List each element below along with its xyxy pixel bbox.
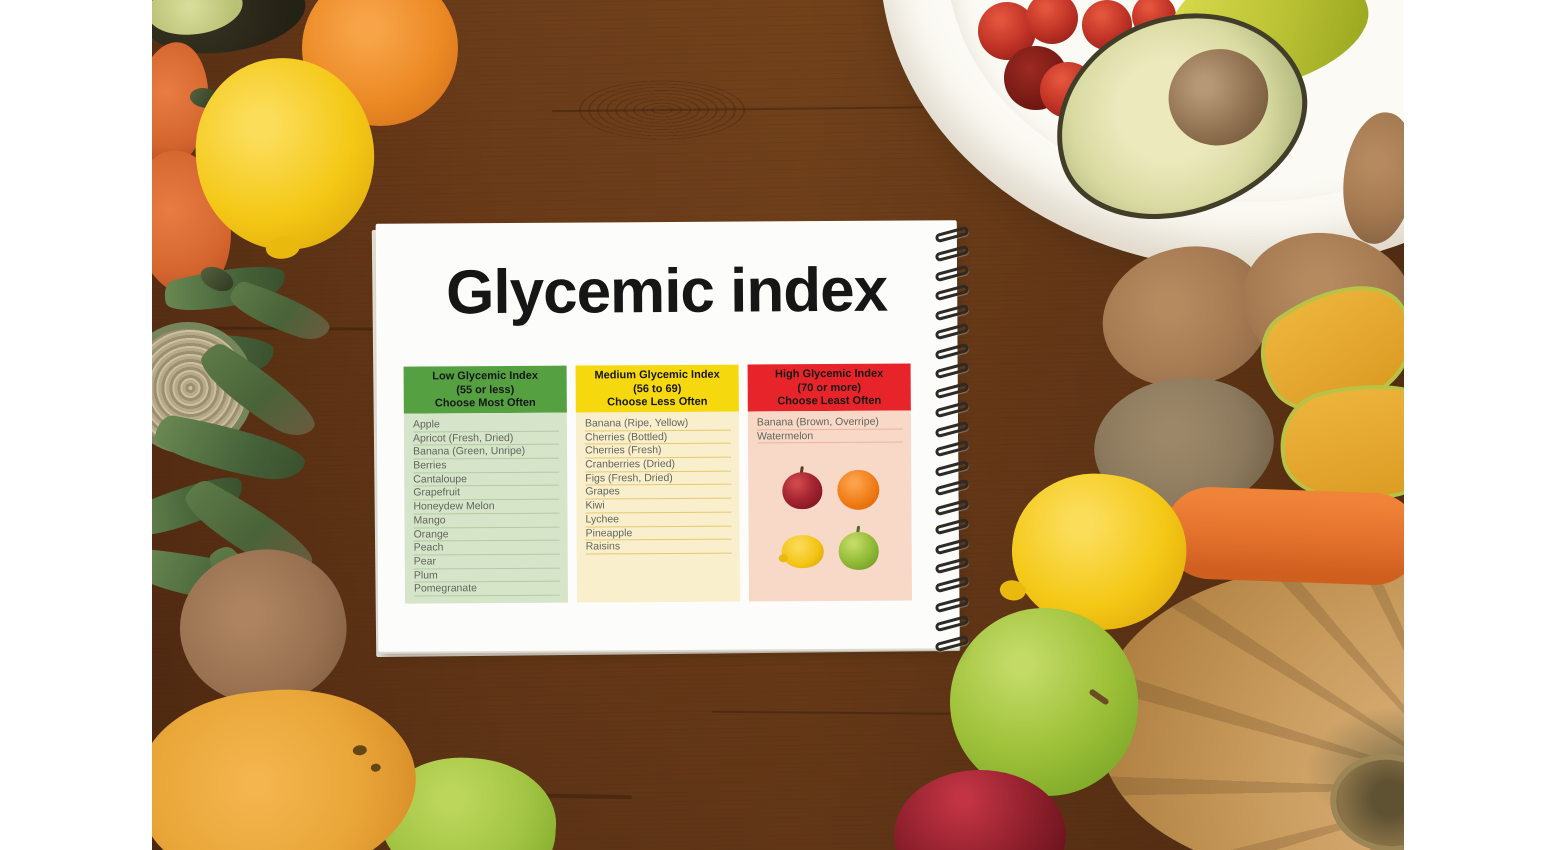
header-line: (55 or less)	[456, 383, 515, 396]
list-item: Cranberries (Dried)	[585, 457, 732, 473]
spiral-loop	[934, 498, 970, 516]
spiral-loop	[934, 517, 970, 536]
green-apple	[950, 608, 1138, 796]
spiral-loop	[934, 323, 970, 341]
header-line: (56 to 69)	[633, 382, 682, 395]
spiral-loop	[934, 381, 970, 399]
medium-gi-header: Medium Glycemic Index (56 to 69) Choose …	[575, 364, 739, 413]
list-item: Mango	[413, 513, 560, 529]
list-item: Honeydew Melon	[413, 499, 560, 515]
low-gi-body: Apple Apricot (Fresh, Dried) Banana (Green…	[403, 412, 569, 604]
page-title: Glycemic index	[445, 255, 888, 328]
list-item: Banana (Brown, Overripe)	[756, 415, 903, 431]
low-gi-column: Low Glycemic Index (55 or less) Choose M…	[403, 365, 569, 604]
spiral-loop	[934, 342, 970, 361]
header-line: Choose Less Often	[607, 395, 708, 409]
red-apple-icon	[781, 466, 823, 510]
spiral-loop	[934, 400, 970, 419]
spiral-loop	[934, 303, 970, 322]
list-item: Apricot (Fresh, Dried)	[412, 431, 560, 446]
list-item: Cantaloupe	[413, 472, 560, 487]
list-item: Banana (Green, Unripe)	[413, 445, 560, 460]
list-item: Kiwi	[585, 498, 732, 514]
spiral-loop	[934, 439, 970, 458]
carrot	[1162, 485, 1404, 587]
lemon-icon	[778, 526, 824, 570]
high-gi-body: Banana (Brown, Overripe) Watermelon	[747, 410, 913, 602]
list-item: Plum	[413, 568, 560, 583]
list-item: Grapes	[585, 485, 732, 500]
list-item: Berries	[413, 458, 560, 474]
spiral-loop	[934, 264, 970, 283]
spiral-loop	[934, 556, 970, 575]
spiral-binding	[934, 225, 975, 653]
spiral-loop	[934, 615, 970, 633]
spiral-loop	[934, 459, 970, 477]
header-line: Low Glycemic Index	[432, 369, 539, 383]
list-item: Figs (Fresh, Dried)	[585, 471, 732, 486]
header-line: Medium Glycemic Index	[594, 368, 720, 382]
header-line: Choose Least Often	[777, 394, 882, 408]
spiral-loop	[934, 478, 970, 497]
low-gi-list: Apple Apricot (Fresh, Dried) Banana (Green…	[412, 417, 560, 597]
spiral-loop	[934, 362, 970, 380]
spiral-loop	[934, 537, 970, 555]
glycemic-index-table: Low Glycemic Index (55 or less) Choose M…	[403, 363, 913, 604]
spiral-loop	[934, 420, 970, 438]
wood-knot	[572, 78, 752, 142]
lemon-nub	[998, 578, 1028, 603]
list-item: Grapefruit	[413, 486, 560, 501]
low-gi-header: Low Glycemic Index (55 or less) Choose M…	[403, 365, 567, 414]
high-gi-fruit-photos	[757, 466, 904, 571]
table-photo: Glycemic index Low Glycemic Index (55 or…	[152, 0, 1404, 850]
spiral-loop	[934, 284, 970, 302]
list-item: Watermelon	[756, 429, 904, 444]
apple-stem	[1088, 688, 1110, 706]
spiral-loop	[934, 595, 970, 614]
list-item: Peach	[413, 540, 560, 556]
papaya-spot	[352, 744, 368, 756]
spiral-loop	[934, 576, 970, 594]
medium-gi-body: Banana (Ripe, Yellow) Cherries (Bottled) C…	[575, 411, 741, 603]
orange-icon	[837, 466, 880, 511]
list-item: Apple	[412, 417, 559, 433]
notebook-page: Glycemic index Low Glycemic Index (55 or…	[375, 220, 960, 652]
header-line: (70 or more)	[797, 381, 862, 394]
list-item: Cherries (Fresh)	[585, 443, 732, 459]
medium-gi-list: Banana (Ripe, Yellow) Cherries (Bottled) C…	[584, 416, 732, 555]
high-gi-list: Banana (Brown, Overripe) Watermelon	[756, 415, 904, 444]
list-item: Raisins	[585, 539, 732, 555]
header-line: High Glycemic Index	[774, 367, 884, 381]
list-item: Pineapple	[585, 526, 732, 541]
medium-gi-column: Medium Glycemic Index (56 to 69) Choose …	[575, 364, 741, 603]
list-item: Cherries (Bottled)	[584, 430, 732, 445]
list-item: Orange	[413, 527, 560, 542]
papaya-spot	[370, 763, 382, 773]
list-item: Pear	[413, 554, 560, 570]
high-gi-header: High Glycemic Index (70 or more) Choose …	[747, 363, 911, 412]
high-gi-column: High Glycemic Index (70 or more) Choose …	[747, 363, 913, 602]
avocado-flesh	[152, 0, 247, 41]
list-item: Banana (Ripe, Yellow)	[584, 416, 731, 432]
spiral-loop	[934, 245, 970, 263]
list-item: Pomegranate	[413, 581, 560, 597]
header-line: Choose Most Often	[434, 396, 536, 410]
list-item: Lychee	[585, 512, 732, 528]
artichoke	[152, 253, 356, 654]
green-apple-icon	[838, 526, 880, 571]
cherry-tomato	[1026, 0, 1078, 44]
artichoke-leaf	[224, 278, 336, 346]
lemon-nub	[264, 235, 301, 261]
papaya	[152, 676, 426, 850]
